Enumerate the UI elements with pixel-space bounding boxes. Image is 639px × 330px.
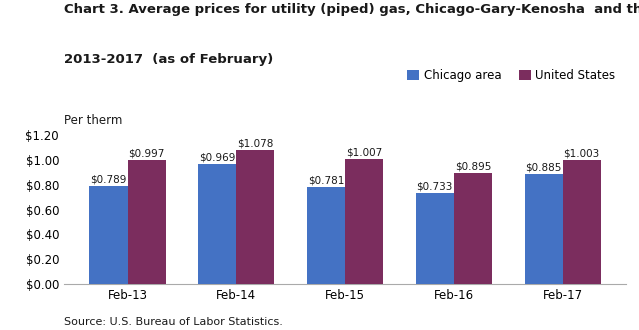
Bar bbox=[416, 193, 454, 284]
Bar bbox=[128, 160, 166, 284]
Legend: Chicago area, United States: Chicago area, United States bbox=[403, 64, 620, 86]
Bar bbox=[198, 164, 236, 284]
Text: $1.003: $1.003 bbox=[564, 148, 600, 158]
Text: $0.895: $0.895 bbox=[455, 161, 491, 172]
Text: $0.733: $0.733 bbox=[417, 182, 453, 191]
Text: $1.078: $1.078 bbox=[237, 139, 273, 149]
Text: $0.781: $0.781 bbox=[308, 176, 344, 185]
Bar bbox=[454, 173, 492, 284]
Bar bbox=[89, 186, 128, 284]
Text: $0.789: $0.789 bbox=[90, 175, 127, 184]
Text: $1.007: $1.007 bbox=[346, 148, 382, 158]
Text: Per therm: Per therm bbox=[64, 114, 122, 127]
Bar bbox=[307, 187, 345, 284]
Bar bbox=[562, 160, 601, 284]
Bar bbox=[236, 150, 274, 284]
Bar bbox=[525, 174, 562, 284]
Text: $0.997: $0.997 bbox=[128, 149, 165, 159]
Text: 2013-2017  (as of February): 2013-2017 (as of February) bbox=[64, 53, 273, 66]
Text: $0.969: $0.969 bbox=[199, 152, 235, 162]
Text: $0.885: $0.885 bbox=[525, 163, 562, 173]
Text: Chart 3. Average prices for utility (piped) gas, Chicago-Gary-Kenosha  and the U: Chart 3. Average prices for utility (pip… bbox=[64, 3, 639, 16]
Text: Source: U.S. Bureau of Labor Statistics.: Source: U.S. Bureau of Labor Statistics. bbox=[64, 317, 283, 327]
Bar bbox=[345, 159, 383, 284]
